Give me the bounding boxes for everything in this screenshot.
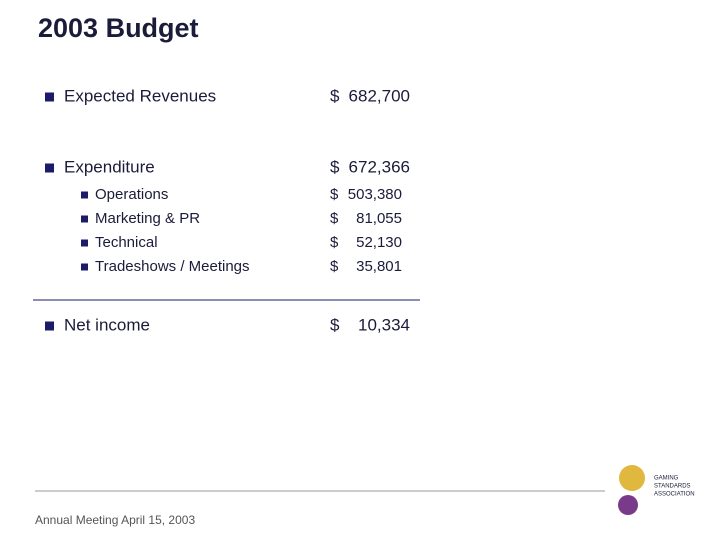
item-label: Tradeshows / Meetings — [95, 258, 250, 275]
logo-text: GAMING — [654, 476, 679, 482]
currency: $ — [330, 186, 339, 203]
bullet — [45, 92, 54, 102]
footer-text: Annual Meeting April 15, 2003 — [35, 513, 195, 527]
item-label: Expenditure — [64, 157, 155, 176]
item-label: Marketing & PR — [95, 210, 200, 227]
logo-text: ASSOCIATION — [654, 492, 695, 498]
bullet — [81, 191, 88, 199]
amount: 52,130 — [356, 234, 402, 251]
bullet — [45, 321, 54, 331]
currency: $ — [330, 258, 339, 275]
item-label: Net income — [64, 315, 150, 334]
bullet — [81, 239, 88, 247]
currency: $ — [330, 315, 340, 334]
amount: 81,055 — [356, 210, 402, 227]
item-label: Expected Revenues — [64, 86, 216, 105]
amount: 672,366 — [349, 157, 410, 176]
logo-mark — [619, 465, 645, 491]
currency: $ — [330, 157, 340, 176]
bullet — [45, 163, 54, 173]
logo: GAMING STANDARDS ASSOCIATION — [618, 465, 695, 515]
logo-text: STANDARDS — [654, 484, 691, 490]
title: 2003 Budget — [38, 13, 199, 43]
currency: $ — [330, 210, 339, 227]
logo-mark — [618, 495, 638, 515]
item-label: Technical — [95, 234, 158, 251]
currency: $ — [330, 86, 340, 105]
amount: 682,700 — [349, 86, 410, 105]
bullet — [81, 215, 88, 223]
item-label: Operations — [95, 186, 168, 203]
bullet — [81, 263, 88, 271]
amount: 35,801 — [356, 258, 402, 275]
amount: 503,380 — [348, 186, 402, 203]
amount: 10,334 — [358, 315, 410, 334]
currency: $ — [330, 234, 339, 251]
